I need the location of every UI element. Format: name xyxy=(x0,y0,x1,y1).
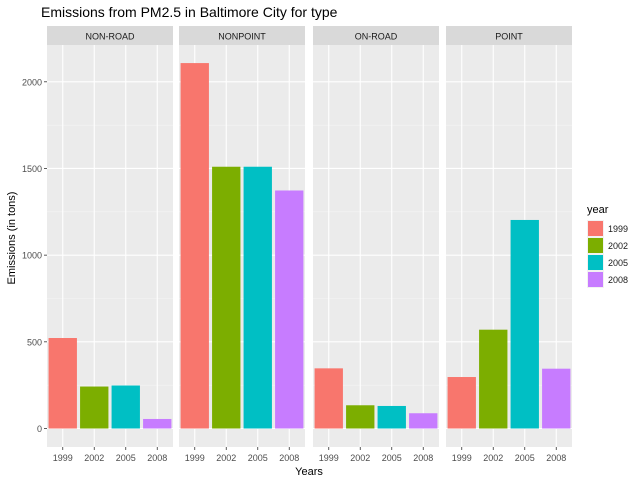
x-tick-label: 1999 xyxy=(319,453,339,463)
legend-title: year xyxy=(587,204,609,216)
legend-label: 2008 xyxy=(608,275,628,285)
legend-swatch-2008 xyxy=(588,272,603,287)
x-tick-label: 2002 xyxy=(350,453,370,463)
y-axis-label: Emissions (in tons) xyxy=(6,192,18,285)
bar-non-road-2008 xyxy=(143,418,172,429)
facet-strip xyxy=(47,26,173,45)
y-tick-label: 2000 xyxy=(22,77,42,87)
legend-label: 2005 xyxy=(608,258,628,268)
bar-non-road-2002 xyxy=(80,386,109,429)
bar-non-road-2005 xyxy=(111,385,140,429)
x-tick-label: 2002 xyxy=(216,453,236,463)
bar-on-road-2002 xyxy=(346,405,375,429)
y-tick-label: 1000 xyxy=(22,251,42,261)
x-axis-label: Years xyxy=(295,466,323,478)
y-tick-label: 500 xyxy=(27,337,42,347)
bar-nonpoint-2005 xyxy=(243,166,272,429)
legend-label: 2002 xyxy=(608,241,628,251)
x-tick-label: 2002 xyxy=(483,453,503,463)
legend-swatch-2005 xyxy=(588,255,603,270)
x-tick-label: 2005 xyxy=(248,453,268,463)
x-tick-label: 2005 xyxy=(116,453,136,463)
y-tick-label: 1500 xyxy=(22,164,42,174)
x-tick-label: 2005 xyxy=(382,453,402,463)
facet-panel: POINT 1999 2002 2005 2008 xyxy=(446,26,572,463)
facet-strip-label: NON-ROAD xyxy=(86,32,135,42)
x-tick-label: 2008 xyxy=(546,453,566,463)
bar-point-2002 xyxy=(479,329,508,429)
y-tick-label: 0 xyxy=(37,424,42,434)
chart-title: Emissions from PM2.5 in Baltimore City f… xyxy=(41,4,338,20)
facet-strip-label: ON-ROAD xyxy=(355,32,398,42)
x-tick-label: 1999 xyxy=(185,453,205,463)
bar-nonpoint-1999 xyxy=(180,63,209,429)
bar-non-road-1999 xyxy=(48,338,77,429)
x-tick-label: 2008 xyxy=(413,453,433,463)
x-tick-label: 2008 xyxy=(279,453,299,463)
legend: year 1999 2002 2005 2008 xyxy=(587,204,628,288)
facet-strip xyxy=(179,26,305,45)
x-tick-label: 1999 xyxy=(53,453,73,463)
bar-nonpoint-2002 xyxy=(212,166,241,429)
facet-strip-label: NONPOINT xyxy=(218,32,266,42)
x-tick-label: 2008 xyxy=(147,453,167,463)
bar-point-2008 xyxy=(542,368,571,429)
x-tick-label: 2002 xyxy=(84,453,104,463)
facet-panel: ON-ROAD 1999 2002 2005 2008 xyxy=(313,26,439,463)
facet-strip xyxy=(446,26,572,45)
legend-label: 1999 xyxy=(608,224,628,234)
bar-on-road-2005 xyxy=(377,405,406,429)
legend-swatch-2002 xyxy=(588,238,603,253)
x-tick-label: 1999 xyxy=(452,453,472,463)
bar-on-road-1999 xyxy=(314,368,343,429)
bar-point-2005 xyxy=(510,219,539,429)
facet-panel: NON-ROAD 1999 2002 2005 2008 xyxy=(47,26,173,463)
facet-panels: NON-ROAD 1999 2002 2005 2008 NONPOINT 1999 2002… xyxy=(47,26,572,463)
legend-swatch-1999 xyxy=(588,221,603,236)
bar-on-road-2008 xyxy=(409,413,438,429)
facet-panel: NONPOINT 1999 2002 2005 2008 xyxy=(179,26,305,463)
facet-strip xyxy=(313,26,439,45)
bar-nonpoint-2008 xyxy=(275,190,304,429)
y-axis: 0 500 1000 1500 2000 xyxy=(22,77,47,434)
bar-point-1999 xyxy=(447,377,476,429)
facet-strip-label: POINT xyxy=(495,32,523,42)
x-tick-label: 2005 xyxy=(515,453,535,463)
